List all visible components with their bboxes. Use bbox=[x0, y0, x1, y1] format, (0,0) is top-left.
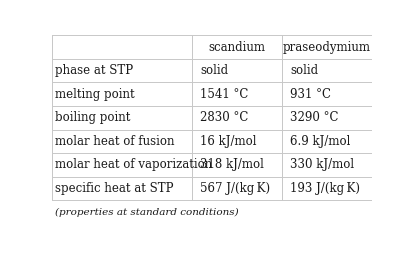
Text: 1541 °C: 1541 °C bbox=[200, 88, 249, 101]
Text: 931 °C: 931 °C bbox=[290, 88, 331, 101]
Text: scandium: scandium bbox=[209, 41, 266, 54]
Text: 330 kJ/mol: 330 kJ/mol bbox=[290, 158, 354, 171]
Text: molar heat of fusion: molar heat of fusion bbox=[55, 135, 175, 148]
Text: 16 kJ/mol: 16 kJ/mol bbox=[200, 135, 257, 148]
Text: 567 J/(kg K): 567 J/(kg K) bbox=[200, 182, 271, 195]
Text: molar heat of vaporization: molar heat of vaporization bbox=[55, 158, 213, 171]
Text: boiling point: boiling point bbox=[55, 111, 131, 124]
Text: melting point: melting point bbox=[55, 88, 135, 101]
Text: phase at STP: phase at STP bbox=[55, 64, 133, 77]
Text: 2830 °C: 2830 °C bbox=[200, 111, 249, 124]
Text: 193 J/(kg K): 193 J/(kg K) bbox=[290, 182, 360, 195]
Text: 318 kJ/mol: 318 kJ/mol bbox=[200, 158, 264, 171]
Text: solid: solid bbox=[200, 64, 228, 77]
Text: specific heat at STP: specific heat at STP bbox=[55, 182, 174, 195]
Text: solid: solid bbox=[290, 64, 318, 77]
Text: (properties at standard conditions): (properties at standard conditions) bbox=[55, 208, 238, 217]
Text: 3290 °C: 3290 °C bbox=[290, 111, 339, 124]
Text: 6.9 kJ/mol: 6.9 kJ/mol bbox=[290, 135, 351, 148]
Text: praseodymium: praseodymium bbox=[283, 41, 371, 54]
